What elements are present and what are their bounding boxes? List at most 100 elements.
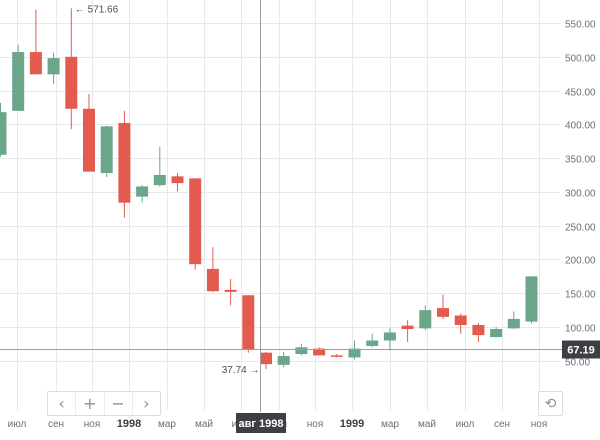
candle[interactable] [454,313,467,334]
candle[interactable] [260,351,272,370]
candles [0,8,538,370]
scroll-left-button[interactable]: ‹ [48,392,77,415]
candle[interactable] [525,276,538,324]
candle-body [507,318,520,329]
x-tick-label: сен [48,419,64,430]
candle-body [330,355,343,357]
candle[interactable] [153,146,166,187]
candle-body [295,347,308,355]
x-tick-label: май [195,419,213,430]
candle-body [153,175,166,186]
candle[interactable] [277,351,290,368]
candle-body [437,308,449,317]
x-tick-label: май [418,419,436,430]
candle-body [472,324,485,336]
candle[interactable] [118,110,131,218]
zoom-in-button[interactable]: + [76,392,105,415]
candle[interactable] [383,328,396,351]
candle[interactable] [330,354,343,358]
x-tick-label: 1998 [117,418,141,430]
low-annotation: 37.74 → [222,365,260,376]
candle-body [206,268,219,292]
candle-body [383,332,396,341]
candle[interactable] [437,294,449,319]
candle-body [12,52,25,111]
y-tick-label: 400.00 [565,121,596,132]
y-tick-label: 500.00 [565,54,596,65]
candle[interactable] [419,305,432,331]
scroll-right-button[interactable]: › [143,393,150,413]
crosshair-date-badge [236,413,286,433]
candle-body [277,356,290,365]
candle-body [348,348,361,358]
x-tick-label: мар [158,419,176,430]
y-tick-label: 550.00 [565,20,596,31]
x-tick-label: июл [456,419,475,430]
candle[interactable] [12,44,25,111]
candle-body [171,176,184,184]
x-tick-label: 1999 [340,418,364,430]
candle[interactable] [472,322,485,342]
candle[interactable] [366,333,379,348]
candle[interactable] [47,52,60,84]
candle-body [29,52,42,75]
crosshair-date-label: авг 1998 [239,418,284,430]
candle-body [224,289,237,292]
x-tick-label: мар [381,419,399,430]
candle-body [525,276,538,322]
x-tick-label: ноя [531,419,548,430]
candle-body [83,108,95,172]
x-tick-label: ноя [307,419,324,430]
candle[interactable] [100,125,113,178]
x-tick-label: ноя [84,419,101,430]
y-tick-label: 150.00 [565,290,596,301]
candle-body [189,178,202,265]
candle-body [419,310,432,329]
y-axis: 50.00 100.00 150.00 200.00 250.00 300.00 350.0… [565,20,596,369]
candle-body [47,58,60,75]
candle[interactable] [189,178,202,270]
y-tick-label: 200.00 [565,256,596,267]
candle-body [118,122,131,203]
crosshair-price-badge [562,340,600,359]
x-tick-label: июл [8,419,27,430]
y-tick-label: 350.00 [565,155,596,166]
candle-body [490,329,503,338]
candle-body [313,348,326,356]
candle-body [242,295,255,350]
candle[interactable] [313,347,326,356]
candle[interactable] [490,327,503,338]
candle[interactable] [0,102,7,157]
high-annotation: ← 571.66 [75,4,119,15]
grid [0,0,560,410]
candle[interactable] [242,295,255,353]
y-tick-label: 450.00 [565,88,596,99]
candle[interactable] [206,247,219,292]
y-tick-label: 250.00 [565,223,596,234]
candle-body [454,315,467,325]
candle-body [136,186,149,197]
candle-body [401,325,414,330]
candle[interactable] [83,93,95,172]
x-tick-label: сен [494,419,510,430]
reset-zoom-button[interactable]: ⟲ [538,391,563,416]
chart-navigation: ‹ + − › [47,391,161,416]
crosshair-price-label: 67.19 [567,345,595,357]
candle-body [100,126,113,173]
candle[interactable] [136,185,149,203]
zoom-out-button[interactable]: − [105,392,133,415]
candle[interactable] [29,9,42,75]
y-tick-label: 50.00 [565,358,590,369]
candle-body [366,340,379,346]
candle[interactable] [224,279,237,306]
candle[interactable] [507,311,520,330]
candle[interactable] [65,8,78,130]
candle-body [65,56,78,109]
candle-body [0,112,7,155]
candle-body [260,352,272,365]
y-tick-label: 100.00 [565,324,596,335]
candle[interactable] [401,320,414,342]
candle[interactable] [171,172,184,192]
